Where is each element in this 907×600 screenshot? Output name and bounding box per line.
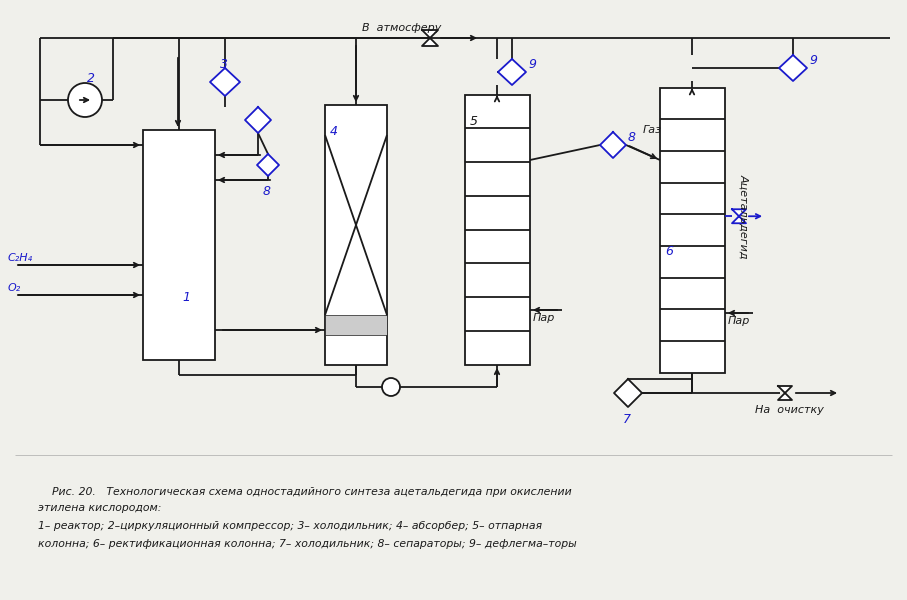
Bar [143,130,215,360]
Text: Пар: Пар [728,316,750,326]
Polygon shape [245,107,271,133]
Text: В  атмосферу: В атмосферу [362,23,442,33]
Bar [325,105,387,365]
Text: колонна; 6– ректификационная колонна; 7– холодильник; 8– сепараторы; 9– дефлегма: колонна; 6– ректификационная колонна; 7–… [38,539,577,549]
Polygon shape [732,209,746,223]
Circle shape [382,378,400,396]
Text: 4: 4 [330,125,338,138]
Text: Рис. 20.   Технологическая схема одностадийного синтеза ацетальдегида при окисле: Рис. 20. Технологическая схема одностади… [38,487,571,497]
Polygon shape [257,154,279,176]
Text: На  очистку: На очистку [755,405,824,415]
Text: Пар: Пар [533,313,555,323]
Polygon shape [422,30,438,46]
Polygon shape [498,59,526,85]
Text: 9: 9 [809,54,817,67]
Text: Газ: Газ [643,125,662,135]
Text: 1: 1 [182,291,190,304]
Text: O₂: O₂ [8,283,21,293]
Circle shape [68,83,102,117]
Text: 6: 6 [665,245,673,258]
Text: 3: 3 [220,58,228,71]
Text: этилена кислородом:: этилена кислородом: [38,503,161,513]
Text: 2: 2 [87,72,95,85]
Polygon shape [778,386,792,400]
Bar [465,95,530,365]
Polygon shape [614,379,642,407]
Text: 8: 8 [628,131,636,144]
Bar [660,88,725,373]
Polygon shape [779,55,807,81]
Polygon shape [600,132,626,158]
Polygon shape [210,68,240,96]
Text: Ацетальдегид: Ацетальдегид [739,174,749,259]
Text: 1– реактор; 2–циркуляционный компрессор; 3– холодильник; 4– абсорбер; 5– отпарна: 1– реактор; 2–циркуляционный компрессор;… [38,521,542,531]
Text: 7: 7 [623,413,631,426]
Bar [325,315,387,335]
Text: C₂H₄: C₂H₄ [8,253,34,263]
Text: 9: 9 [528,58,536,71]
Text: 5: 5 [470,115,478,128]
Text: 8: 8 [263,185,271,198]
